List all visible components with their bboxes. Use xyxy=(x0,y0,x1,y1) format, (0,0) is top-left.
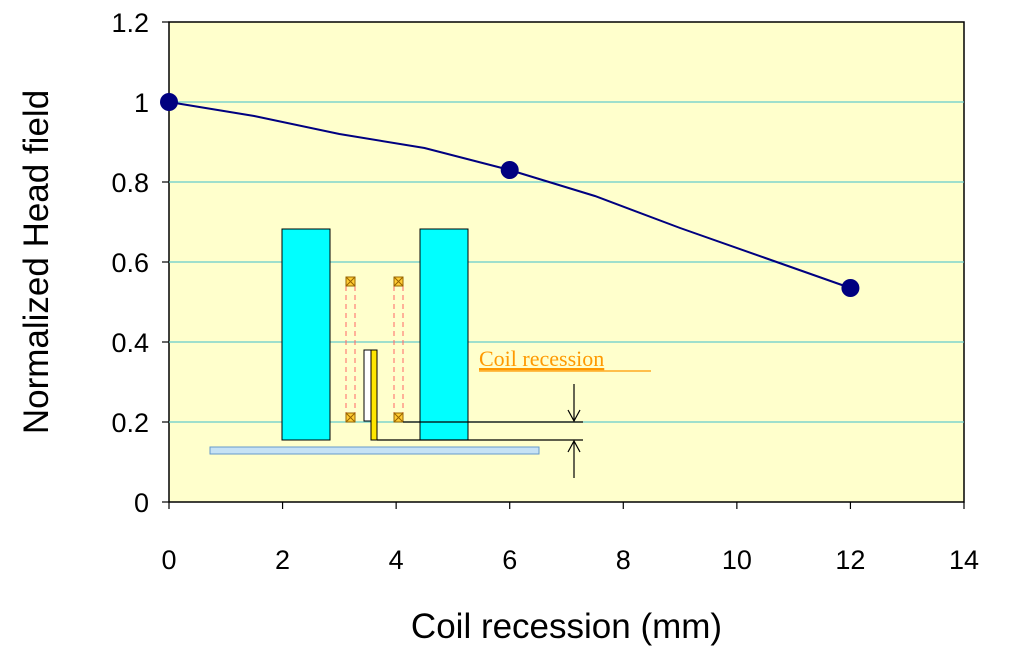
x-tick-label: 14 xyxy=(949,545,979,575)
head-schematic-diagram: Coil recession xyxy=(209,228,651,478)
y-tick-label: 0.8 xyxy=(111,168,149,198)
data-point xyxy=(500,161,519,179)
x-tick-labels: 0 2 4 6 8 10 12 14 xyxy=(161,545,979,575)
left-pole xyxy=(281,228,331,441)
coil-winding-top-right xyxy=(393,276,404,287)
x-tick-label: 8 xyxy=(616,545,631,575)
y-tick-label: 1 xyxy=(134,88,149,118)
y-axis-title: Normalized Head field xyxy=(17,90,56,434)
coil-winding-bottom-left xyxy=(345,412,356,423)
y-tick-label: 0.4 xyxy=(111,328,149,358)
x-tick-label: 12 xyxy=(835,545,865,575)
y-tick-label: 0.2 xyxy=(111,408,149,438)
series-markers xyxy=(160,93,860,297)
recording-medium xyxy=(209,446,540,455)
data-point xyxy=(841,279,860,297)
x-tick-label: 6 xyxy=(502,545,517,575)
coil-winding-top-left xyxy=(345,276,356,287)
dimension-arrowhead-bottom xyxy=(567,439,581,453)
right-pole xyxy=(419,228,469,441)
dimension-arrowhead-top xyxy=(567,409,581,423)
data-point xyxy=(160,93,178,111)
coil-winding-bottom-right xyxy=(393,412,404,423)
write-pole-tip xyxy=(370,349,378,441)
axes xyxy=(162,21,965,509)
y-tick-labels: 0 0.2 0.4 0.6 0.8 1 1.2 xyxy=(111,8,149,518)
x-tick-label: 0 xyxy=(161,545,176,575)
x-tick-label: 2 xyxy=(275,545,290,575)
x-tick-label: 10 xyxy=(722,545,752,575)
gap-layer xyxy=(363,349,372,422)
coil-recession-annotation: Coil recession xyxy=(479,346,604,371)
y-tick-label: 0.6 xyxy=(111,248,149,278)
x-axis-title: Coil recession (mm) xyxy=(411,607,722,646)
y-tick-label: 1.2 xyxy=(111,8,149,38)
x-tick-label: 4 xyxy=(389,545,404,575)
y-tick-label: 0 xyxy=(134,488,149,518)
